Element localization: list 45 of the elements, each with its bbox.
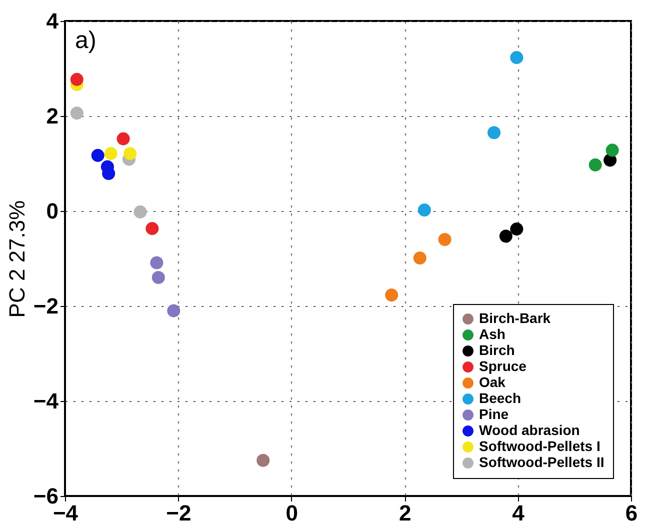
- point: [499, 230, 512, 243]
- legend-label: Wood abrasion: [479, 422, 580, 438]
- point: [588, 158, 602, 172]
- annotation: a): [75, 27, 96, 54]
- point: [510, 222, 524, 236]
- point: [124, 147, 137, 160]
- x-tick-label: −2: [166, 500, 192, 526]
- point: [167, 304, 180, 318]
- y-tick-label: −4: [33, 388, 60, 414]
- y-tick-label: 0: [46, 198, 58, 224]
- point: [70, 106, 84, 120]
- point: [150, 256, 164, 270]
- point: [488, 126, 501, 140]
- point: [152, 270, 165, 284]
- point: [104, 147, 118, 160]
- point: [70, 72, 84, 86]
- x-tick-label: 6: [625, 500, 638, 526]
- point: [438, 232, 452, 246]
- legend-label: Birch: [479, 342, 515, 358]
- y-tick-label: 4: [46, 8, 60, 34]
- point: [385, 288, 398, 302]
- legend-label: Softwood-Pellets II: [479, 454, 604, 470]
- y-tick-label: −2: [33, 294, 58, 318]
- point: [510, 51, 524, 64]
- legend-label: Ash: [479, 326, 506, 342]
- x-tick-label: 4: [512, 500, 526, 526]
- point: [418, 204, 431, 217]
- legend-label: Oak: [479, 374, 506, 390]
- legend-label: Birch-Bark: [479, 310, 551, 326]
- point: [91, 148, 104, 162]
- legend-label: Softwood-Pellets I: [479, 438, 600, 454]
- legend-label: Beech: [479, 390, 522, 406]
- point: [413, 252, 426, 265]
- legend-label: Pine: [479, 406, 509, 422]
- y-tick-label: 2: [46, 104, 58, 128]
- y-axis-title: PC 2 27.3%: [4, 200, 30, 318]
- point: [256, 454, 270, 467]
- point: [146, 222, 159, 236]
- x-tick-label: 0: [286, 500, 298, 526]
- y-tick-label: −6: [33, 484, 58, 508]
- legend-label: Spruce: [479, 358, 527, 374]
- point: [116, 132, 130, 146]
- x-tick-label: 2: [398, 500, 412, 526]
- point: [606, 144, 619, 157]
- point: [134, 205, 147, 218]
